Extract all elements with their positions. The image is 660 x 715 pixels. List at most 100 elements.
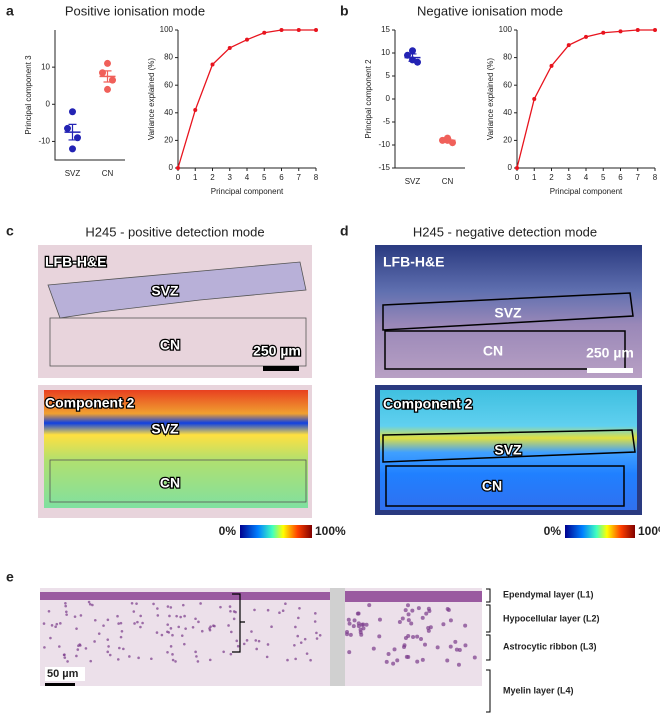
cell — [141, 621, 144, 625]
y-axis-label: Variance explained (%) — [147, 58, 156, 140]
cell — [106, 650, 110, 654]
cell — [293, 644, 296, 647]
y-axis-label: Principal component 2 — [364, 59, 373, 139]
cell — [166, 605, 170, 608]
region-label: SVZ — [494, 442, 522, 458]
cell — [156, 614, 160, 617]
cell — [122, 647, 125, 651]
point — [69, 108, 76, 116]
cell — [79, 614, 83, 617]
cell — [139, 614, 142, 618]
cell — [281, 609, 285, 613]
cell — [169, 645, 173, 648]
marker — [601, 30, 606, 35]
marker — [193, 108, 198, 113]
cell — [386, 652, 391, 657]
cell — [222, 650, 225, 654]
heatmap — [380, 390, 637, 510]
y-tick-label: 100 — [499, 25, 513, 34]
cell — [234, 610, 237, 614]
x-tick-label: 2 — [210, 173, 215, 182]
x-axis-label: Principal component — [211, 187, 284, 196]
y-tick-label: 40 — [164, 108, 173, 117]
cell — [367, 603, 372, 608]
cell — [250, 630, 253, 633]
cell — [58, 645, 61, 648]
cell — [119, 621, 123, 625]
panel-title: H245 - positive detection mode — [85, 224, 264, 239]
cell — [270, 625, 273, 629]
error-bar — [103, 70, 112, 83]
scale-bar — [263, 366, 299, 371]
cell — [88, 602, 92, 606]
cell — [169, 606, 173, 609]
cell — [463, 643, 468, 648]
cell — [59, 622, 62, 625]
scale-bar — [587, 368, 633, 373]
svz-outline — [382, 292, 634, 331]
x-tick-label: 4 — [584, 173, 589, 182]
cell — [266, 608, 270, 612]
cell — [150, 657, 153, 661]
cell — [43, 646, 46, 649]
y-tick-label: 80 — [503, 53, 512, 62]
marker — [245, 37, 249, 42]
cell — [284, 602, 287, 606]
cell — [107, 645, 110, 648]
scale-bar-bg — [45, 667, 85, 681]
cell — [174, 660, 177, 663]
y-tick-label: 100 — [160, 25, 174, 34]
cell — [257, 639, 261, 643]
axes — [516, 30, 655, 169]
y-tick-label: 15 — [381, 25, 390, 34]
cell — [133, 622, 136, 625]
x-tick-label: 6 — [279, 173, 284, 182]
cell — [63, 656, 67, 659]
marker — [262, 30, 267, 35]
cell — [136, 620, 139, 624]
scale-bar — [45, 683, 75, 686]
cell — [183, 642, 186, 646]
cell — [229, 652, 233, 656]
x-axis-label: Principal component — [550, 187, 623, 196]
cell — [93, 618, 97, 622]
cell — [208, 658, 212, 662]
cell — [212, 624, 215, 628]
cell — [130, 601, 134, 605]
x-tick-label: SVZ — [65, 169, 81, 178]
cell — [446, 608, 451, 613]
cn-outline — [384, 330, 626, 370]
cell — [265, 655, 269, 659]
cell — [253, 608, 256, 612]
cell — [166, 630, 169, 634]
cell — [296, 634, 300, 638]
cell — [91, 603, 94, 607]
cell — [441, 622, 446, 627]
cell — [139, 625, 142, 629]
cell — [422, 642, 427, 647]
cell — [315, 631, 318, 635]
y-axis-label: Variance explained (%) — [486, 58, 495, 140]
cell — [420, 657, 425, 662]
bracket — [232, 593, 245, 653]
cell — [87, 600, 91, 604]
line — [177, 29, 316, 169]
y-tick-label: -10 — [38, 137, 50, 146]
cell — [137, 656, 140, 660]
cell — [445, 658, 450, 663]
y-tick-label: 10 — [381, 48, 390, 57]
cell — [135, 602, 138, 605]
cell — [236, 644, 240, 648]
colorbar — [240, 525, 312, 538]
cell — [50, 624, 54, 627]
cell — [179, 615, 182, 619]
cell — [457, 648, 462, 653]
cell — [358, 630, 363, 635]
region-label: SVZ — [151, 421, 179, 437]
y-tick-label: 80 — [164, 53, 173, 62]
cell — [435, 645, 440, 650]
scale-bar-label: 250 µm — [586, 345, 634, 361]
cell — [395, 658, 400, 663]
cell — [313, 620, 317, 623]
layer-label: Astrocytic ribbon (L3) — [503, 641, 597, 651]
